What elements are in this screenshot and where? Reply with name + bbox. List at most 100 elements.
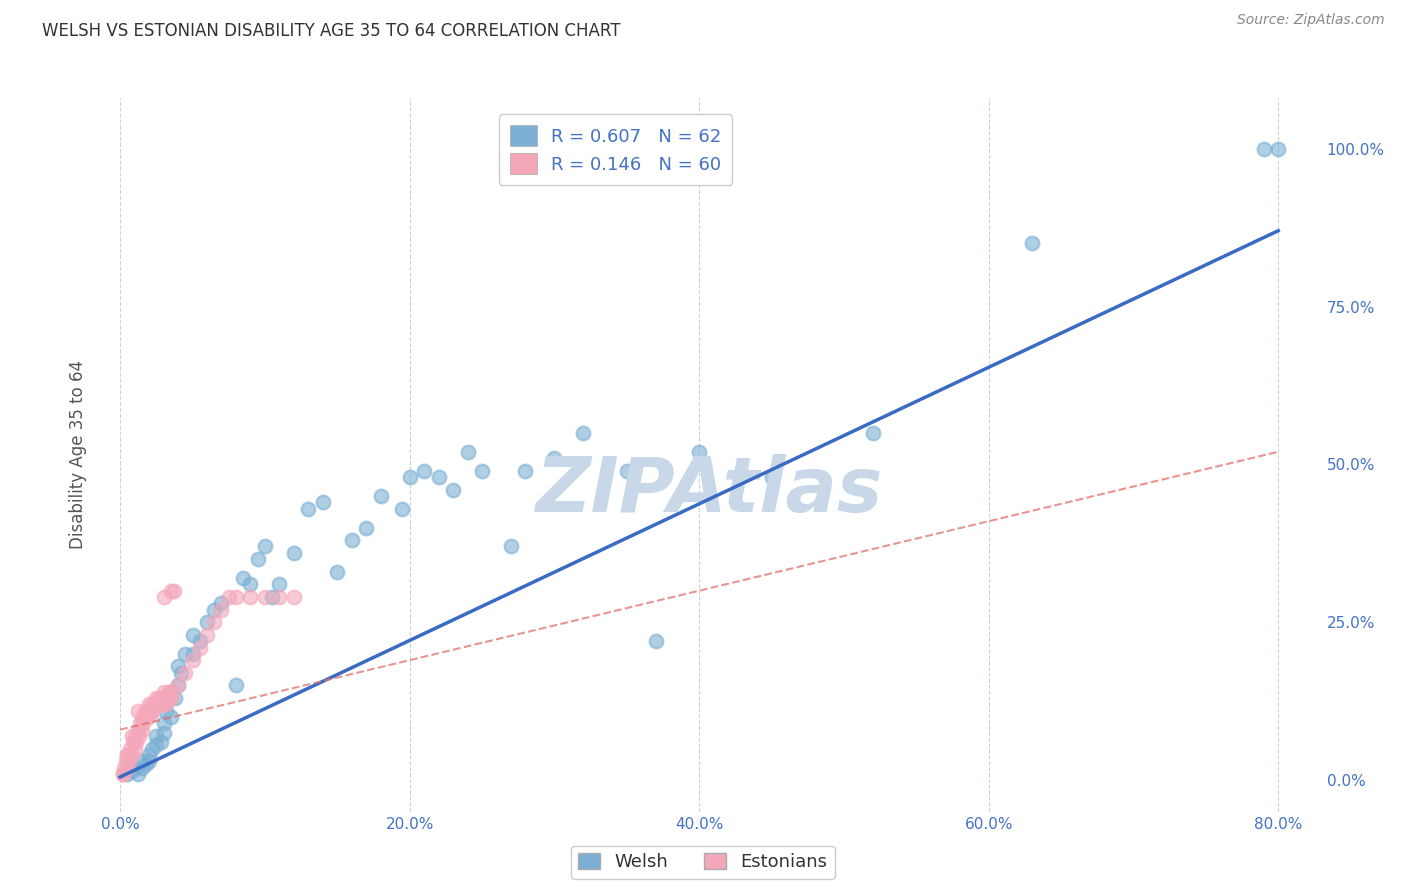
- Point: [167, 678, 190, 692]
- Point: [239, 577, 262, 591]
- Point: [120, 741, 142, 756]
- Y-axis label: Disability Age 35 to 64: Disability Age 35 to 64: [69, 360, 87, 549]
- Point: [145, 729, 167, 743]
- Point: [152, 726, 174, 740]
- Point: [163, 583, 186, 598]
- Point: [145, 691, 167, 706]
- Point: [181, 653, 204, 667]
- Point: [141, 698, 163, 712]
- Point: [121, 729, 143, 743]
- Point: [135, 757, 157, 772]
- Point: [167, 659, 190, 673]
- Point: [143, 698, 166, 712]
- Point: [118, 754, 141, 768]
- Point: [134, 704, 156, 718]
- Point: [141, 741, 163, 756]
- Point: [1267, 142, 1289, 156]
- Point: [152, 590, 174, 604]
- Point: [149, 735, 172, 749]
- Point: [269, 590, 291, 604]
- Point: [167, 678, 190, 692]
- Legend: R = 0.607   N = 62, R = 0.146   N = 60: R = 0.607 N = 62, R = 0.146 N = 60: [499, 114, 733, 185]
- Point: [202, 615, 225, 630]
- Point: [145, 739, 167, 753]
- Point: [761, 470, 783, 484]
- Point: [1021, 236, 1043, 251]
- Point: [114, 760, 136, 774]
- Point: [688, 444, 710, 458]
- Point: [127, 704, 149, 718]
- Point: [129, 716, 152, 731]
- Point: [159, 684, 181, 698]
- Point: [188, 640, 211, 655]
- Point: [471, 464, 494, 478]
- Point: [269, 577, 291, 591]
- Point: [117, 767, 139, 781]
- Point: [142, 704, 165, 718]
- Point: [150, 691, 173, 706]
- Point: [246, 552, 269, 566]
- Point: [543, 451, 565, 466]
- Point: [122, 735, 145, 749]
- Point: [149, 698, 172, 712]
- Point: [398, 470, 420, 484]
- Point: [121, 764, 143, 778]
- Point: [117, 760, 139, 774]
- Point: [136, 704, 159, 718]
- Point: [152, 716, 174, 731]
- Point: [146, 698, 169, 712]
- Point: [644, 634, 666, 648]
- Point: [515, 464, 537, 478]
- Point: [312, 495, 335, 509]
- Point: [148, 691, 170, 706]
- Point: [211, 596, 233, 610]
- Point: [131, 710, 153, 724]
- Point: [138, 698, 160, 712]
- Point: [202, 602, 225, 616]
- Point: [117, 747, 139, 762]
- Point: [262, 590, 284, 604]
- Point: [152, 698, 174, 712]
- Point: [138, 747, 160, 762]
- Point: [131, 754, 153, 768]
- Point: [218, 590, 240, 604]
- Point: [138, 754, 160, 768]
- Point: [283, 590, 305, 604]
- Point: [225, 590, 247, 604]
- Point: [232, 571, 254, 585]
- Legend: Welsh, Estonians: Welsh, Estonians: [571, 846, 835, 879]
- Point: [225, 678, 247, 692]
- Point: [124, 741, 146, 756]
- Point: [297, 501, 319, 516]
- Point: [155, 704, 177, 718]
- Point: [253, 590, 276, 604]
- Text: WELSH VS ESTONIAN DISABILITY AGE 35 TO 64 CORRELATION CHART: WELSH VS ESTONIAN DISABILITY AGE 35 TO 6…: [42, 22, 620, 40]
- Point: [115, 754, 138, 768]
- Point: [370, 489, 392, 503]
- Point: [135, 710, 157, 724]
- Text: ZIPAtlas: ZIPAtlas: [536, 454, 884, 527]
- Point: [159, 710, 181, 724]
- Point: [413, 464, 436, 478]
- Point: [165, 691, 187, 706]
- Point: [616, 464, 638, 478]
- Point: [181, 628, 204, 642]
- Point: [159, 691, 181, 706]
- Point: [124, 760, 146, 774]
- Point: [441, 483, 464, 497]
- Point: [127, 767, 149, 781]
- Point: [131, 760, 153, 774]
- Point: [159, 583, 181, 598]
- Point: [391, 501, 413, 516]
- Point: [127, 723, 149, 737]
- Point: [153, 691, 176, 706]
- Point: [128, 729, 150, 743]
- Point: [162, 684, 184, 698]
- Point: [211, 602, 233, 616]
- Point: [239, 590, 262, 604]
- Point: [195, 628, 218, 642]
- Point: [152, 684, 174, 698]
- Point: [862, 425, 884, 440]
- Point: [155, 698, 177, 712]
- Point: [283, 546, 305, 560]
